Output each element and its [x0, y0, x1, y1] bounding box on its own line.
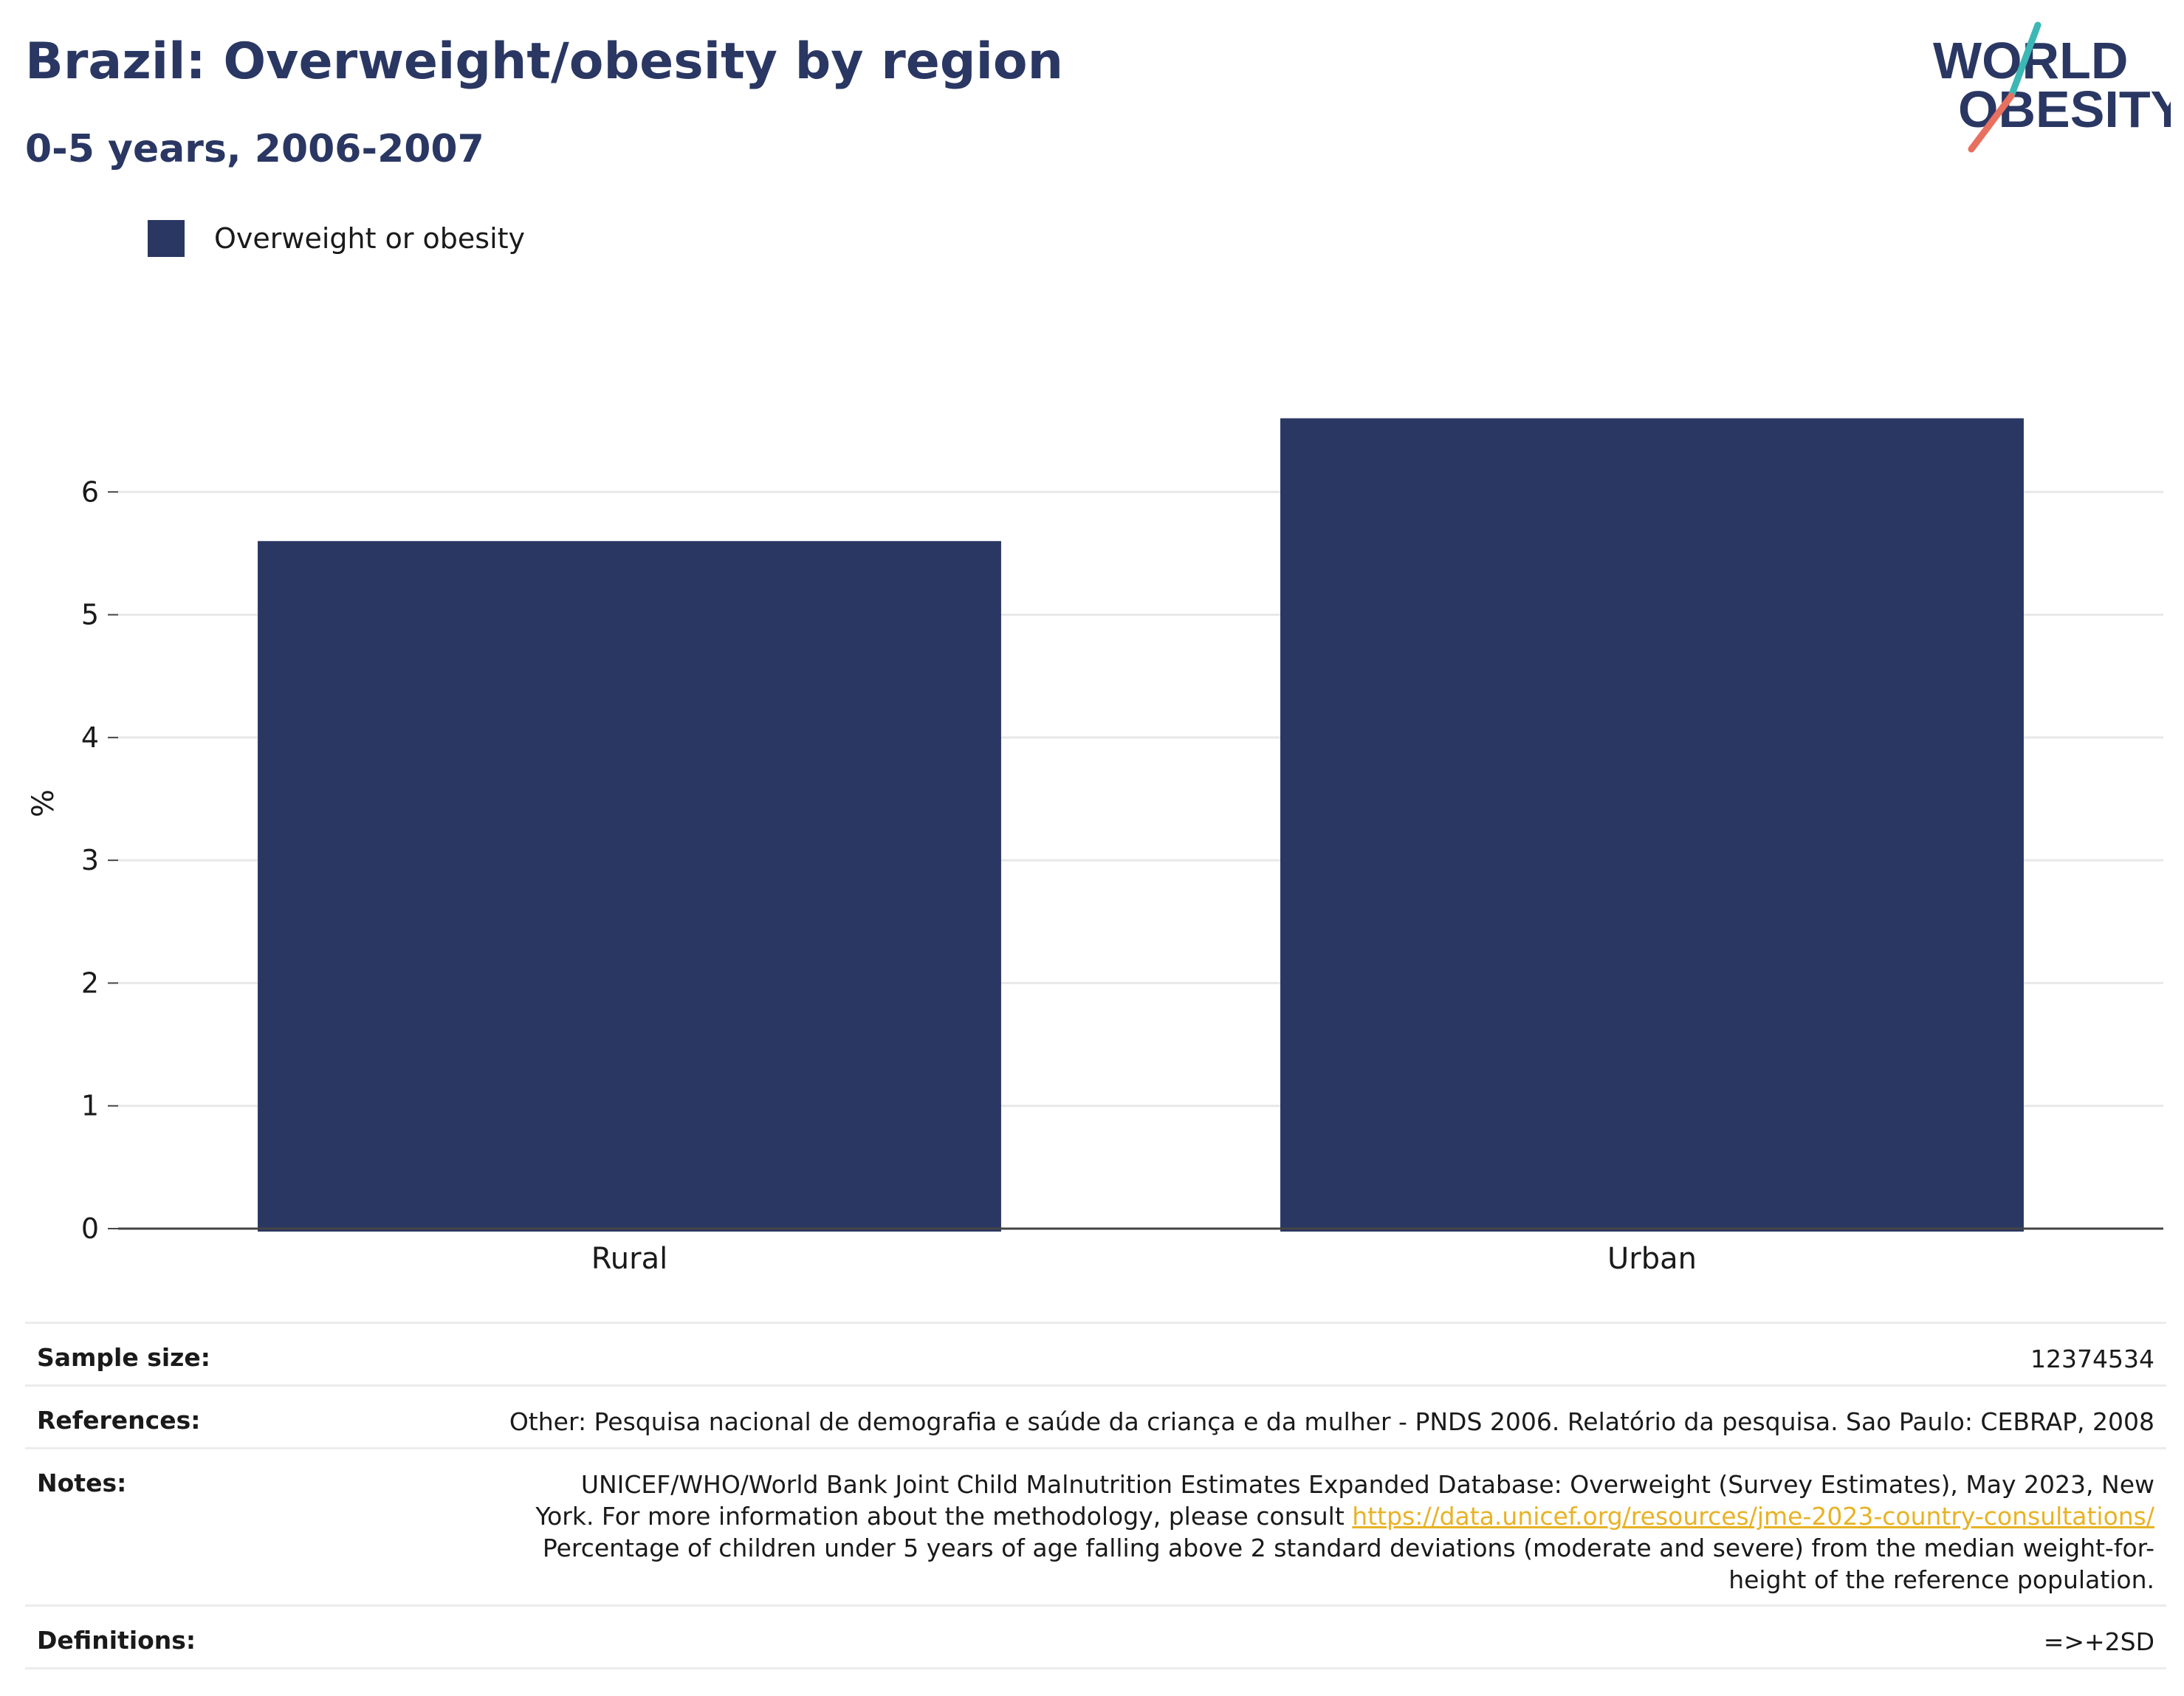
bars — [258, 418, 2024, 1232]
methodology-link[interactable]: https://data.unicef.org/resources/jme-20… — [1352, 1502, 2154, 1531]
definitions-value: =>+2SD — [344, 1604, 2166, 1669]
bar-chart: 0 1 2 3 4 5 6 Rural Urban % — [27, 418, 2163, 1276]
chart-legend: Overweight or obesity — [148, 220, 525, 257]
notes-line-1: UNICEF/WHO/World Bank Joint Child Malnut… — [580, 1470, 2154, 1499]
logo-slash-top — [2008, 21, 2042, 100]
world-obesity-logo: WORLD OBESITY — [1933, 21, 2171, 153]
notes-line-2: York. For more information about the met… — [535, 1502, 1345, 1531]
y-tick-label: 3 — [81, 844, 99, 876]
y-axis-label: % — [27, 789, 61, 817]
y-tick-label: 5 — [81, 599, 99, 631]
logo-text-obesity: OBESITY — [1958, 80, 2171, 138]
notes-line-3: Percentage of children under 5 years of … — [542, 1534, 2154, 1562]
references-row: References: Other: Pesquisa nacional de … — [25, 1384, 2166, 1449]
axes: 0 1 2 3 4 5 6 Rural Urban — [81, 476, 2163, 1276]
definitions-row: Definitions: =>+2SD — [25, 1604, 2166, 1669]
x-tick-label: Urban — [1607, 1242, 1697, 1276]
definitions-label: Definitions: — [25, 1604, 344, 1669]
y-tick-label: 2 — [81, 967, 99, 999]
sample-size-label: Sample size: — [25, 1322, 344, 1387]
chart-subtitle: 0-5 years, 2006-2007 — [25, 127, 484, 171]
y-tick-label: 6 — [81, 476, 99, 508]
chart-title: Brazil: Overweight/obesity by region — [25, 32, 1064, 91]
bar-urban[interactable] — [1280, 418, 2024, 1232]
x-tick-label: Rural — [591, 1242, 667, 1276]
y-tick-label: 1 — [81, 1090, 99, 1122]
y-tick-label: 0 — [81, 1212, 99, 1245]
legend-swatch — [148, 220, 185, 257]
sample-size-value: 12374534 — [344, 1322, 2166, 1387]
metadata-table: Sample size: 12374534 References: Other:… — [25, 1322, 2166, 1669]
y-tick-label: 4 — [81, 721, 99, 754]
notes-value: UNICEF/WHO/World Bank Joint Child Malnut… — [344, 1447, 2166, 1607]
logo-slash-bottom — [1968, 92, 2015, 153]
references-label: References: — [25, 1384, 344, 1449]
references-value: Other: Pesquisa nacional de demografia e… — [344, 1384, 2166, 1449]
bar-rural[interactable] — [258, 540, 1001, 1232]
notes-line-4: height of the reference population. — [1728, 1565, 2154, 1594]
legend-label: Overweight or obesity — [214, 222, 526, 255]
sample-size-row: Sample size: 12374534 — [25, 1322, 2166, 1387]
notes-row: Notes: UNICEF/WHO/World Bank Joint Child… — [25, 1447, 2166, 1607]
notes-label: Notes: — [25, 1447, 344, 1607]
